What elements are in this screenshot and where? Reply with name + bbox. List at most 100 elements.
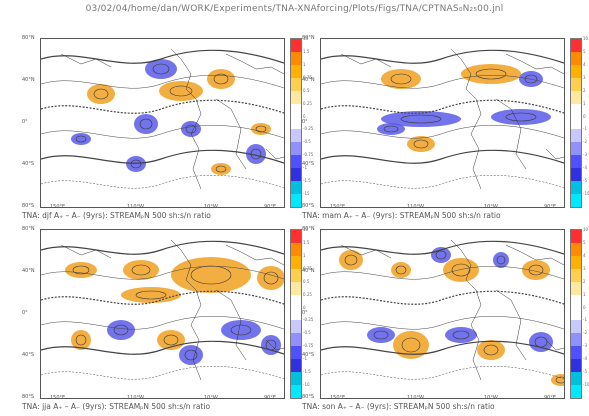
- colorbar-label: 0.75: [303, 74, 312, 80]
- negative-anomaly: [381, 111, 461, 127]
- colorbar-label: -3: [583, 152, 587, 158]
- lat-label: 40°S: [22, 161, 35, 167]
- colorbar-segment: [291, 155, 301, 169]
- contour-line: [555, 376, 564, 384]
- colorbar-label: 0: [303, 113, 306, 119]
- contour-line: [505, 112, 537, 122]
- coastline: [60, 244, 112, 259]
- colorbar-segment: [571, 142, 581, 156]
- lon-label: 150°E: [330, 395, 346, 401]
- positive-anomaly: [381, 69, 421, 89]
- positive-anomaly: [121, 287, 181, 303]
- contour-line: [131, 264, 151, 276]
- contour-line: [41, 75, 284, 89]
- positive-anomaly: [257, 266, 284, 290]
- colorbar-label: -0.25: [303, 317, 314, 323]
- coastline: [265, 339, 284, 351]
- contour-line: [383, 125, 399, 133]
- contour-line: [75, 334, 87, 346]
- lat-label: 40°S: [302, 161, 315, 167]
- contour-line: [41, 175, 284, 189]
- colorbar-label: 0.5: [303, 87, 310, 93]
- colorbar-segment: [571, 385, 581, 398]
- colorbar-segment: [291, 90, 301, 104]
- positive-anomaly: [393, 331, 429, 359]
- colorbar-label: 4: [583, 252, 586, 258]
- contour-line: [41, 290, 284, 305]
- colorbar: [570, 38, 582, 208]
- colorbar-segment: [291, 64, 301, 78]
- lat-label: 80°S: [302, 203, 315, 209]
- coastline: [495, 289, 527, 361]
- contour-line: [321, 266, 564, 280]
- positive-anomaly: [251, 123, 271, 135]
- contour-line: [451, 263, 471, 277]
- colorbar-segment: [291, 194, 301, 207]
- colorbar-label: 2: [583, 87, 586, 93]
- coastline: [170, 48, 202, 190]
- lat-label: 80°N: [22, 226, 35, 232]
- contour-line: [496, 255, 506, 265]
- positive-anomaly: [171, 257, 251, 293]
- panel-mam: 80°N 40°N 0° 40°S 80°S 150°E 110°W 10°W 90°E 10 5 4…: [300, 16, 589, 220]
- positive-anomaly: [87, 84, 115, 104]
- coastline: [545, 339, 564, 351]
- lat-label: 80°S: [302, 394, 315, 400]
- lon-label: 90°E: [264, 204, 277, 210]
- contour-line: [135, 290, 167, 300]
- colorbar-segment: [571, 181, 581, 195]
- colorbar: [290, 38, 302, 208]
- negative-anomaly: [126, 156, 146, 172]
- colorbar-segment: [291, 320, 301, 334]
- lon-label: 10°W: [204, 395, 218, 401]
- contour-line: [41, 149, 284, 164]
- colorbar-segment: [571, 116, 581, 130]
- contour-line: [321, 125, 564, 139]
- colorbar-segment: [571, 194, 581, 207]
- contour-line: [400, 114, 442, 124]
- contour-line: [255, 125, 267, 133]
- coastline: [225, 53, 284, 75]
- panel-caption: TNA: mam A₊ – A₋ (9yrs): STREAMₚN 500 sh…: [302, 211, 501, 220]
- colorbar-segment: [291, 294, 301, 308]
- lon-label: 150°E: [50, 204, 66, 210]
- negative-anomaly: [367, 327, 395, 343]
- negative-anomaly: [221, 320, 261, 340]
- contour-line: [321, 366, 564, 380]
- colorbar-segment: [291, 372, 301, 386]
- colorbar-label: 10: [583, 227, 589, 232]
- lon-label: 10°W: [204, 204, 218, 210]
- negative-anomaly: [246, 144, 266, 164]
- colorbar-label: 0.25: [303, 100, 312, 106]
- lat-label: 40°N: [302, 77, 315, 83]
- lon-label: 90°E: [544, 395, 557, 401]
- colorbar-segment: [291, 359, 301, 373]
- lat-label: 80°S: [22, 203, 35, 209]
- colorbar-label: 5: [583, 239, 586, 245]
- contour-line: [321, 99, 564, 114]
- negative-anomaly: [107, 320, 135, 340]
- positive-anomaly: [211, 163, 231, 175]
- coastline: [265, 148, 284, 160]
- colorbar-segment: [571, 242, 581, 256]
- lon-label: 110°W: [407, 204, 424, 210]
- colorbar-segment: [571, 281, 581, 295]
- colorbar-segment: [291, 281, 301, 295]
- contour-line: [152, 63, 170, 75]
- panel-caption: TNA: jja A₊ – A₋ (9yrs): STREAMₚN 500 sh…: [22, 402, 211, 411]
- positive-anomaly: [443, 258, 479, 282]
- colorbar-label: 0: [303, 304, 306, 310]
- colorbar-label: 5: [583, 48, 586, 54]
- colorbar-segment: [571, 268, 581, 282]
- colorbar: [290, 229, 302, 399]
- colorbar-label: -2: [583, 139, 587, 145]
- colorbar-label: -1: [303, 165, 307, 171]
- contour-line: [75, 135, 87, 143]
- contour-line: [344, 254, 358, 266]
- contour-line: [163, 334, 179, 346]
- colorbar-label: -0.75: [303, 343, 314, 349]
- colorbar-segment: [571, 103, 581, 117]
- colorbar-label: 0.5: [303, 278, 310, 284]
- colorbar: [570, 229, 582, 399]
- panel-son: 80°N 40°N 0° 40°S 80°S 150°E 110°W 10°W 90°E 10 5 4…: [300, 207, 589, 411]
